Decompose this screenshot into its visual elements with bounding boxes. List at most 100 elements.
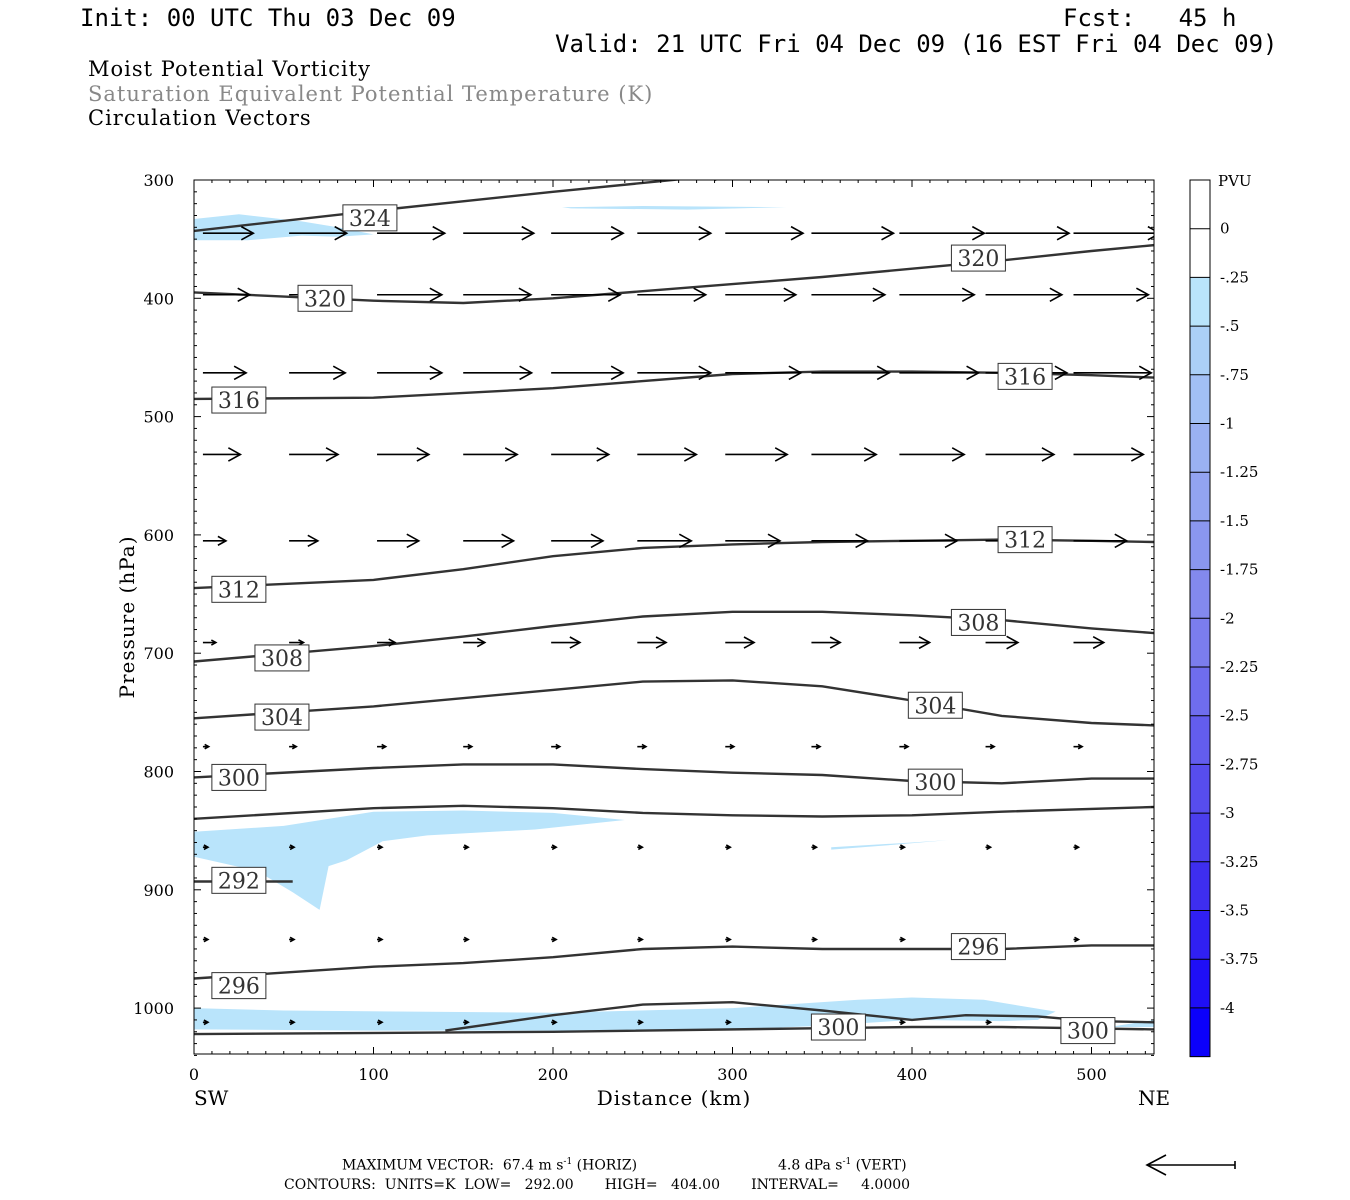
contour-label-324: 324 [349,207,391,232]
circulation-vector [289,534,320,548]
circulation-vector [202,365,248,381]
circulation-vector [551,447,611,462]
contour-info: CONTOURS: UNITS=K LOW= 292.00 HIGH= 404.… [284,1177,911,1193]
contour-label-box [810,1013,866,1041]
colorbar-swatch [1190,520,1210,571]
circulation-vector [202,936,210,943]
circulation-vector [811,447,878,462]
circulation-vector [463,1019,470,1026]
field-title-theta-es: Saturation Equivalent Potential Temperat… [88,82,654,106]
circulation-vector [811,225,896,241]
colorbar-label: -1.75 [1220,561,1258,579]
colorbar-label: -1.5 [1220,512,1249,530]
circulation-vector [811,636,842,649]
colorbar-swatch [1190,180,1210,230]
contour-label-304: 304 [261,706,303,731]
colorbar-swatch [1190,861,1210,911]
colorbar-unit: PVU [1218,172,1252,190]
circulation-vector [1073,287,1151,303]
contour-label-320: 320 [957,247,999,272]
contour-300-6 [194,763,1154,785]
contour-324-0 [194,180,719,233]
circulation-vector [202,287,252,303]
circulation-vector [811,533,870,549]
circulation-vector [551,533,605,549]
colorbar-label: -1.25 [1220,463,1258,481]
circulation-vector [463,743,474,750]
circulation-vector [1073,743,1084,750]
y-tick-label: 400 [143,289,174,308]
contour-label-box [297,284,353,312]
circulation-vector [811,287,887,303]
circulation-vector [1073,365,1153,381]
x-axis-left-end: SW [194,1086,229,1110]
colorbar-swatch [1190,910,1210,960]
forecast-hour: Fcst: 45 h [1063,4,1237,32]
circulation-vector [377,936,384,943]
max-vector-note: MAXIMUM VECTOR: 67.4 m s-1 (HORIZ) [342,1157,638,1174]
circulation-vector [1073,636,1106,650]
contour-300-11 [194,1025,1154,1036]
colorbar-swatch [1190,715,1210,765]
axis-layer: 300 400 500 600 700 800 900 1000 0 100 200 300 400 50… [133,171,1154,1084]
contour-label-box [211,763,267,791]
colorbar-label: 0 [1220,220,1230,238]
contour-label-300: 300 [914,771,956,796]
x-axis-title: Distance (km) [597,1086,752,1110]
circulation-vector [985,225,1071,241]
circulation-vector [289,743,298,750]
contour-label-300: 300 [817,1016,859,1041]
circulation-vector [725,447,789,462]
colorbar-label: -1 [1220,415,1235,433]
colorbar-label: -3.75 [1220,950,1258,968]
circulation-vector [985,1019,993,1026]
contour-296-9 [194,944,1154,980]
contour-label-box [211,575,267,603]
contour-308-4 [194,610,1154,663]
circulation-vector [811,844,819,851]
circulation-vector [637,636,668,649]
circulation-vector [289,936,296,943]
circulation-vector [202,844,210,851]
circulation-vector [377,638,397,647]
mpv-region-5 [211,1023,607,1027]
circulation-vector [202,225,255,241]
colorbar-label: -2.5 [1220,707,1249,725]
contour-label-box [254,703,310,731]
circulation-vector [725,743,736,750]
contour-label-box [1060,1017,1116,1045]
circulation-vector [637,447,699,462]
circulation-vector [463,844,470,851]
circulation-vector [637,533,693,549]
contour-label-box [211,386,267,414]
circulation-vector [899,743,910,750]
y-tick-label: 600 [143,526,174,545]
circulation-vector [377,844,384,851]
colorbar-swatch [1190,228,1210,278]
circulation-vector [637,743,648,750]
circulation-vector [551,225,625,241]
y-tick-label: 800 [143,763,174,782]
circulation-vector [377,287,444,303]
circulation-vector [377,225,447,241]
colorbar-label: -.75 [1220,366,1249,384]
circulation-vector [725,365,803,381]
circulation-vector [637,1019,644,1026]
circulation-vector [289,844,296,851]
x-tick-label: 500 [1076,1065,1107,1084]
circulation-vector [811,365,891,381]
contour-label-box [907,768,963,796]
circulation-vector [899,1019,907,1026]
contour-label-292: 292 [218,869,260,894]
colorbar-label: -4 [1220,999,1235,1017]
circulation-vector [899,636,932,650]
colorbar-label: -.5 [1220,317,1239,335]
colorbar-swatch [1190,374,1210,424]
circulation-vector [1073,936,1081,943]
circulation-vector [1073,844,1081,851]
contour-label-box [950,608,1006,636]
colorbar-swatch [1190,277,1210,327]
circulation-vector [551,365,625,381]
contour-label-312: 312 [1004,529,1046,554]
